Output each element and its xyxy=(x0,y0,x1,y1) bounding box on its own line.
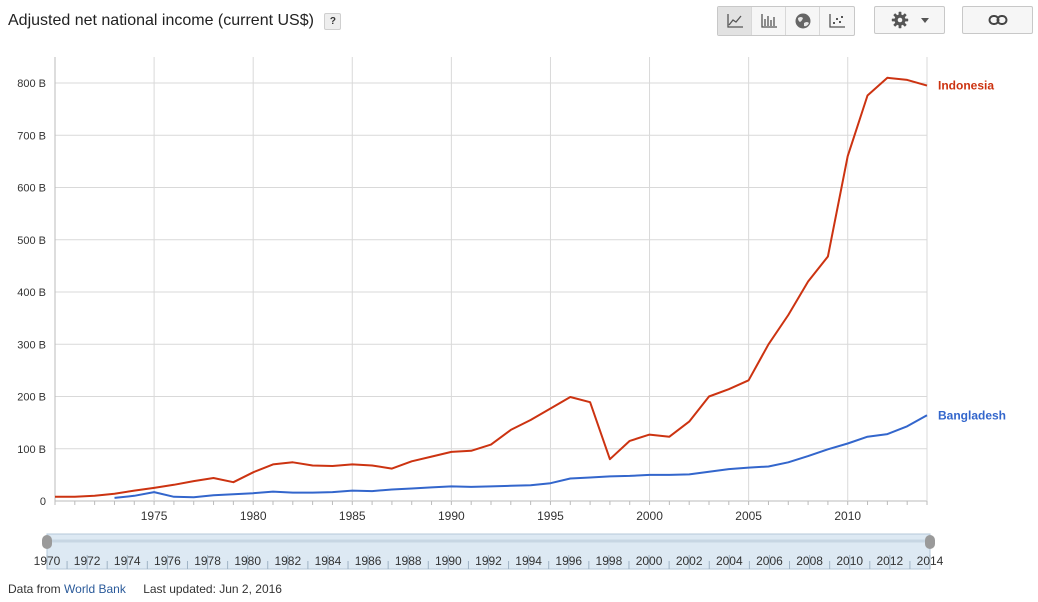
bar-chart-icon xyxy=(760,14,777,28)
series-line-indonesia xyxy=(55,76,928,498)
range-year-label: 1986 xyxy=(355,554,382,568)
source-prefix: Data from xyxy=(8,582,61,596)
y-tick-label: 500 B xyxy=(17,235,46,247)
range-year-label: 1970 xyxy=(34,554,61,568)
range-year-label: 1974 xyxy=(114,554,141,568)
y-tick-label: 0 xyxy=(40,496,46,508)
x-tick-label: 1985 xyxy=(339,509,366,523)
y-tick-label: 200 B xyxy=(17,392,46,404)
range-year-label: 2012 xyxy=(877,554,904,568)
chevron-down-icon xyxy=(920,17,929,23)
gear-icon xyxy=(891,11,908,29)
range-year-label: 1976 xyxy=(154,554,181,568)
range-year-label: 2004 xyxy=(716,554,743,568)
range-year-label: 2010 xyxy=(836,554,863,568)
settings-button[interactable] xyxy=(874,6,945,34)
range-year-label: 1990 xyxy=(435,554,462,568)
x-tick-label: 2000 xyxy=(636,509,663,523)
world-bank-link[interactable]: World Bank xyxy=(64,582,126,596)
x-tick-label: 1995 xyxy=(537,509,564,523)
range-year-label: 1988 xyxy=(395,554,422,568)
range-year-label: 1980 xyxy=(234,554,261,568)
scatter-chart-button[interactable] xyxy=(820,7,854,35)
chart-title: Adjusted net national income (current US… xyxy=(8,12,342,30)
range-year-label: 1992 xyxy=(475,554,502,568)
globe-icon xyxy=(795,13,810,29)
footer: Data from World Bank Last updated: Jun 2… xyxy=(8,582,282,596)
range-year-label: 1978 xyxy=(194,554,221,568)
y-tick-label: 800 B xyxy=(17,78,46,90)
range-year-label: 2000 xyxy=(636,554,663,568)
last-updated: Last updated: Jun 2, 2016 xyxy=(143,582,282,596)
chart-title-text: Adjusted net national income (current US… xyxy=(8,12,314,29)
scatter-chart-icon xyxy=(829,14,845,28)
share-link-button[interactable] xyxy=(962,6,1033,34)
y-tick-label: 300 B xyxy=(17,339,46,351)
y-tick-label: 100 B xyxy=(17,444,46,456)
y-tick-label: 700 B xyxy=(17,130,46,142)
chart-type-switcher xyxy=(717,6,855,36)
help-button[interactable]: ? xyxy=(324,13,342,30)
x-tick-label: 1990 xyxy=(438,509,465,523)
range-handle-start[interactable] xyxy=(42,535,52,549)
range-year-label: 1972 xyxy=(74,554,101,568)
range-year-label: 1984 xyxy=(315,554,342,568)
x-tick-label: 1975 xyxy=(141,509,168,523)
series-line-bangladesh xyxy=(114,414,928,499)
x-tick-label: 1980 xyxy=(240,509,267,523)
y-tick-label: 600 B xyxy=(17,183,46,195)
range-year-label: 1996 xyxy=(555,554,582,568)
range-year-label: 1994 xyxy=(515,554,542,568)
range-year-label: 2014 xyxy=(917,554,944,568)
x-tick-label: 2005 xyxy=(735,509,762,523)
range-year-label: 1998 xyxy=(596,554,623,568)
range-year-label: 2006 xyxy=(756,554,783,568)
range-handle-end[interactable] xyxy=(925,535,935,549)
range-year-label: 2008 xyxy=(796,554,823,568)
line-chart: 0 100 B 200 B 300 B 400 B 500 B 600 B 700 B 800 … xyxy=(17,57,1006,570)
map-view-button[interactable] xyxy=(786,7,820,35)
x-tick-label: 2010 xyxy=(834,509,861,523)
range-year-label: 1982 xyxy=(274,554,301,568)
line-chart-button[interactable] xyxy=(718,7,752,35)
bar-chart-button[interactable] xyxy=(752,7,786,35)
line-chart-icon xyxy=(726,14,743,28)
series-label-indonesia: Indonesia xyxy=(938,79,994,93)
link-icon xyxy=(988,15,1007,25)
y-tick-label: 400 B xyxy=(17,287,46,299)
range-year-label: 2002 xyxy=(676,554,703,568)
series-label-bangladesh: Bangladesh xyxy=(938,408,1006,422)
